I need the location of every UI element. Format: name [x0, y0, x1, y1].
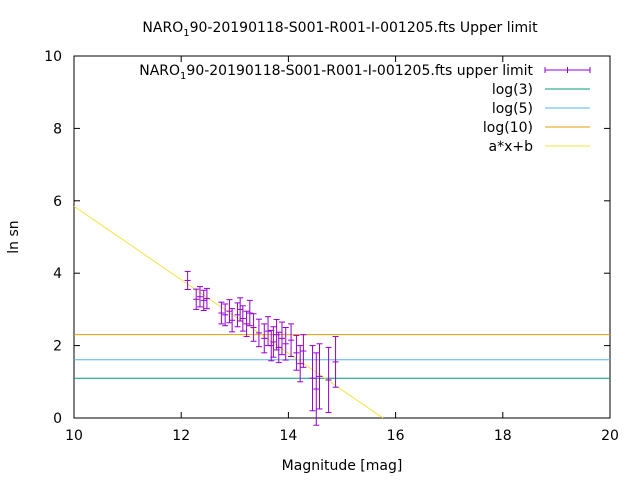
- data-point: [297, 345, 304, 383]
- data-point: [200, 289, 207, 311]
- data-point: [237, 297, 244, 322]
- data-point: [218, 301, 225, 325]
- legend-label-suffix: 90-20190118-S001-R001-I-001205.fts upper…: [186, 63, 533, 79]
- x-tick-label: 18: [494, 428, 512, 444]
- data-point: [278, 321, 285, 356]
- data-point: [193, 288, 200, 310]
- y-tick-label: 2: [53, 339, 62, 355]
- axis-ticks: 10 12 14 16 18 20 0 2 4 6 8 10: [44, 49, 619, 444]
- chart-title: NARO190-20190118-S001-R001-I-001205.fts …: [142, 20, 538, 39]
- y-tick-label: 6: [53, 194, 62, 210]
- legend-label: log(5): [492, 101, 533, 117]
- data-point: [313, 352, 320, 426]
- y-tick-label: 10: [44, 49, 62, 65]
- data-point: [261, 323, 268, 354]
- data-point: [246, 299, 253, 327]
- data-point: [282, 327, 289, 361]
- data-point: [309, 345, 316, 412]
- data-point: [229, 308, 236, 333]
- plot-frame: [73, 55, 611, 419]
- legend-entry: NARO190-20190118-S001-R001-I-001205.fts …: [139, 63, 591, 82]
- data-point: [325, 346, 332, 414]
- x-axis-label: Magnitude [mag]: [282, 458, 403, 474]
- legend-entry: log(3): [492, 82, 590, 98]
- y-tick-label: 4: [53, 266, 62, 282]
- legend-entry: a*x+b: [489, 139, 590, 155]
- data-point: [234, 302, 241, 328]
- data-point: [226, 299, 233, 324]
- y-tick-label: 0: [53, 411, 62, 427]
- y-axis-label: ln sn: [6, 220, 22, 253]
- data-point: [239, 305, 246, 332]
- legend-entry: log(5): [492, 101, 590, 117]
- legend-label: a*x+b: [489, 139, 534, 155]
- legend: NARO190-20190118-S001-R001-I-001205.fts …: [139, 63, 591, 155]
- data-point: [184, 270, 191, 290]
- series-fit-line: [73, 205, 384, 419]
- legend-label-prefix: NARO: [139, 63, 180, 79]
- data-point: [293, 334, 300, 371]
- data-point: [250, 313, 257, 342]
- legend-label: NARO190-20190118-S001-R001-I-001205.fts …: [139, 63, 533, 82]
- x-tick-label: 12: [172, 428, 190, 444]
- legend-label: log(10): [483, 120, 533, 136]
- data-point: [203, 287, 210, 310]
- title-suffix: 90-20190118-S001-R001-I-001205.fts Upper…: [190, 20, 538, 36]
- x-tick-label: 20: [601, 428, 619, 444]
- data-point: [222, 303, 229, 327]
- y-tick-label: 8: [53, 121, 62, 137]
- x-tick-label: 16: [387, 428, 405, 444]
- title-prefix: NARO: [142, 20, 183, 36]
- data-point: [270, 326, 277, 358]
- data-point: [255, 318, 262, 348]
- plot-points: [184, 270, 339, 426]
- data-point: [300, 334, 307, 368]
- x-tick-label: 14: [279, 428, 297, 444]
- legend-entry: log(10): [483, 120, 590, 136]
- legend-label: log(3): [492, 82, 533, 98]
- legend-label-subscript: 1: [180, 71, 186, 82]
- data-point: [288, 323, 295, 357]
- title-subscript: 1: [183, 28, 189, 39]
- data-point: [332, 336, 339, 388]
- data-point: [316, 343, 323, 410]
- data-point: [243, 310, 250, 338]
- plot-lines: [73, 205, 610, 419]
- data-point: [196, 286, 203, 308]
- data-point: [275, 331, 282, 364]
- x-tick-label: 10: [65, 428, 83, 444]
